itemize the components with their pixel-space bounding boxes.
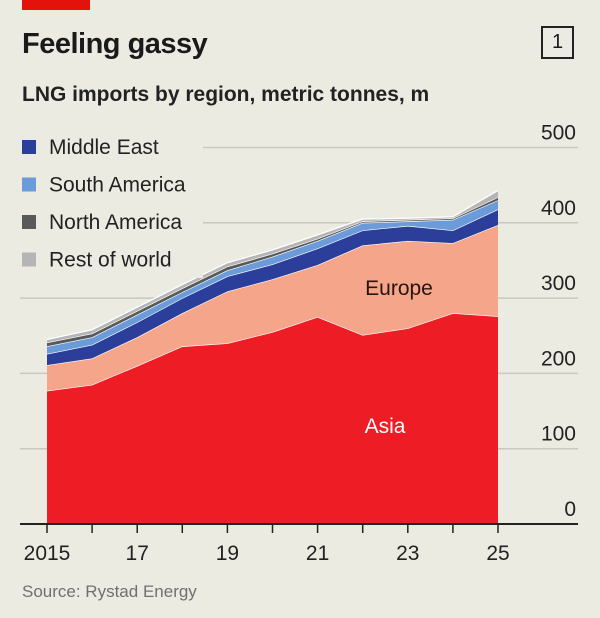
series-label-asia: Asia <box>365 415 406 438</box>
x-tick-label: 2015 <box>24 542 71 565</box>
area-europe <box>47 225 498 391</box>
area-middle-east <box>47 209 498 366</box>
source-note: Source: Rystad Energy <box>22 582 197 601</box>
y-tick-label: 200 <box>541 347 576 370</box>
series-separator-line <box>46 189 499 341</box>
legend-label: Rest of world <box>49 249 172 272</box>
legend-swatch-middle-east <box>22 140 36 154</box>
y-tick-label: 0 <box>564 498 576 521</box>
legend: Middle East South America North America Res… <box>18 130 203 278</box>
x-tick-label: 17 <box>126 542 149 565</box>
y-tick-label: 300 <box>541 272 576 295</box>
legend-swatch-rest-of-world <box>22 252 36 267</box>
x-tick-label: 25 <box>486 542 509 565</box>
area-south-america <box>47 200 498 354</box>
brand-red-bar <box>22 0 90 10</box>
y-tick-label: 100 <box>541 423 576 446</box>
x-tick-label: 21 <box>306 542 329 565</box>
legend-swatch-south-america <box>22 177 36 192</box>
legend-label: North America <box>49 211 182 234</box>
chart-subtitle: LNG imports by region, metric tonnes, m <box>22 83 430 106</box>
series-label-europe: Europe <box>365 277 433 300</box>
x-tick-label: 19 <box>216 542 239 565</box>
y-tick-label: 400 <box>541 197 576 220</box>
y-tick-label: 500 <box>541 122 576 145</box>
area-asia <box>47 313 498 524</box>
legend-label: Middle East <box>49 136 159 159</box>
chart-number-tag: 1 <box>541 26 574 59</box>
legend-label: South America <box>49 174 186 197</box>
chart-title: Feeling gassy <box>22 28 208 60</box>
legend-swatch-north-america <box>22 215 36 229</box>
legend-background <box>18 130 203 278</box>
x-tick-label: 23 <box>396 542 419 565</box>
